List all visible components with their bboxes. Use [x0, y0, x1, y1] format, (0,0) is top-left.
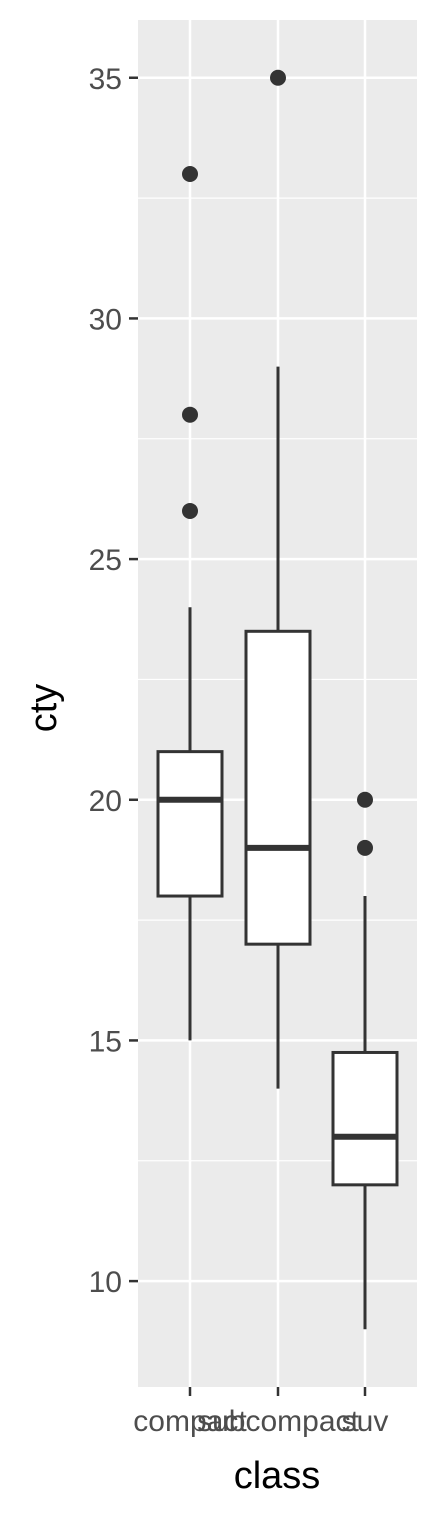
y-tick-label: 30 — [89, 303, 122, 336]
outlier-point — [357, 791, 373, 808]
box-compact — [156, 166, 224, 1041]
y-tick-label: 25 — [89, 544, 122, 577]
outlier-point — [182, 406, 198, 423]
y-tick-label: 15 — [89, 1025, 122, 1058]
outlier-point — [357, 839, 373, 856]
box-iqr — [156, 750, 224, 898]
box-iqr — [244, 629, 312, 946]
x-tick-label: subcompact — [197, 1405, 359, 1438]
box-subcompact — [244, 69, 312, 1089]
outlier-point — [182, 166, 198, 183]
box-iqr — [331, 1050, 399, 1187]
x-axis-title: class — [234, 1455, 321, 1497]
y-axis: 10 15 20 25 30 35 — [89, 63, 138, 1299]
y-tick-label: 10 — [89, 1266, 122, 1299]
outlier-point — [270, 69, 286, 86]
box-suv — [331, 791, 399, 1330]
boxes — [156, 69, 399, 1330]
x-tick-label: suv — [342, 1405, 389, 1438]
outlier-point — [182, 502, 198, 519]
y-tick-label: 20 — [89, 785, 122, 818]
x-tick-label: compact — [133, 1405, 247, 1438]
y-axis-title: cty — [23, 684, 65, 733]
y-tick-label: 35 — [89, 63, 122, 96]
